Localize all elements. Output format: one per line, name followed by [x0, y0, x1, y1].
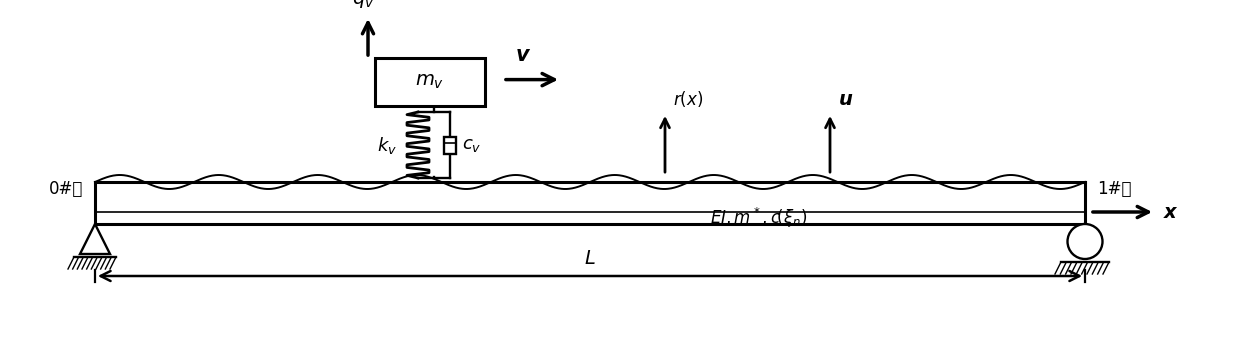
Text: $\boldsymbol{x}$: $\boldsymbol{x}$ [1163, 202, 1178, 222]
Text: 0#台: 0#台 [48, 180, 83, 198]
Text: $r(x)$: $r(x)$ [673, 89, 704, 109]
Text: $\boldsymbol{c_v}$: $\boldsymbol{c_v}$ [462, 136, 482, 154]
Circle shape [1068, 224, 1103, 259]
Text: $L$: $L$ [584, 249, 596, 268]
Text: $\boldsymbol{u}$: $\boldsymbol{u}$ [838, 90, 854, 109]
Text: $EI,m^*,c\!\left(\xi_n\right)$: $EI,m^*,c\!\left(\xi_n\right)$ [710, 206, 807, 230]
Text: 1#台: 1#台 [1097, 180, 1131, 198]
Bar [444, 137, 456, 154]
Bar [375, 58, 484, 106]
Text: $\boldsymbol{k_v}$: $\boldsymbol{k_v}$ [377, 135, 396, 155]
Text: $\boldsymbol{v}$: $\boldsymbol{v}$ [515, 45, 532, 64]
Text: $m_v$: $m_v$ [415, 73, 445, 91]
Polygon shape [81, 224, 110, 254]
Text: $\boldsymbol{q_v}$: $\boldsymbol{q_v}$ [352, 0, 374, 10]
